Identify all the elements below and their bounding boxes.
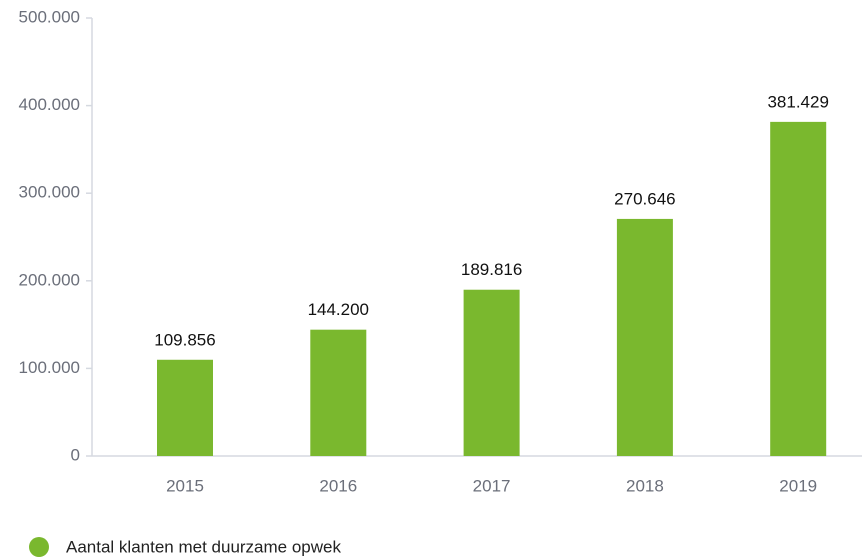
y-tick-label: 500.000 bbox=[19, 7, 80, 26]
bar bbox=[157, 359, 213, 456]
x-tick-label: 2017 bbox=[473, 476, 511, 495]
x-tick-label: 2015 bbox=[166, 476, 204, 495]
y-tick-label: 200.000 bbox=[19, 270, 80, 289]
bar bbox=[310, 329, 367, 456]
bar bbox=[616, 218, 673, 456]
legend-swatch bbox=[29, 537, 49, 557]
legend-label: Aantal klanten met duurzame opwek bbox=[66, 537, 341, 556]
bar bbox=[463, 289, 520, 456]
x-tick-label: 2019 bbox=[779, 476, 817, 495]
x-tick-label: 2016 bbox=[319, 476, 357, 495]
y-tick-label: 100.000 bbox=[19, 358, 80, 377]
y-tick-label: 400.000 bbox=[19, 95, 80, 114]
data-label: 381.429 bbox=[767, 92, 828, 111]
data-label: 189.816 bbox=[461, 260, 522, 279]
bar bbox=[770, 121, 827, 456]
data-label: 109.856 bbox=[154, 330, 215, 349]
x-tick-label: 2018 bbox=[626, 476, 664, 495]
data-label: 270.646 bbox=[614, 189, 675, 208]
y-tick-label: 0 bbox=[71, 445, 80, 464]
y-tick-label: 300.000 bbox=[19, 183, 80, 202]
data-label: 144.200 bbox=[308, 300, 369, 319]
